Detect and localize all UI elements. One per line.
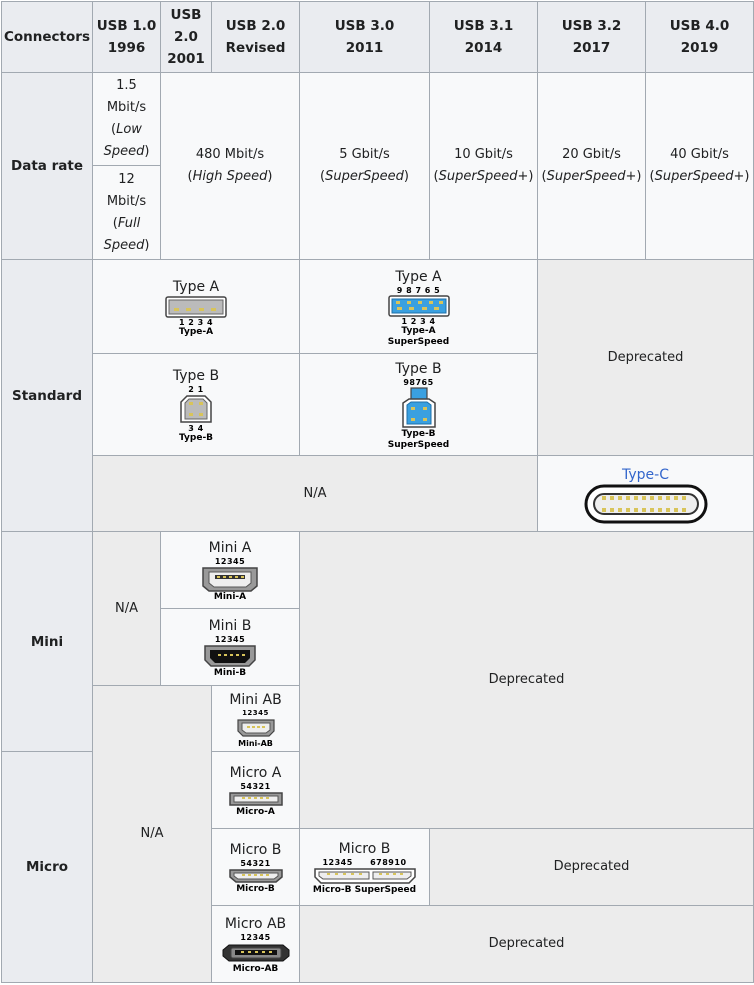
- micro-b-ss-caption: Micro-B SuperSpeed: [312, 885, 417, 895]
- mini-a-caption: Mini-A: [213, 592, 247, 602]
- row-data-rate: Data rate: [1, 72, 93, 260]
- usb-type-a-icon: [165, 295, 227, 318]
- mini-ab-label: Mini AB: [229, 691, 282, 708]
- usb-type-b-icon: [180, 395, 212, 423]
- mini-ab-caption: Mini-AB: [238, 738, 273, 748]
- type-a-caption: Type-A: [178, 326, 214, 337]
- micro-a-caption: Micro-A: [236, 807, 275, 817]
- mini-ab-pins: 12345: [242, 708, 269, 717]
- mini-a-pins: 12345: [214, 557, 246, 566]
- usb-type-b-superspeed-icon: [401, 387, 436, 428]
- type-b-caption: Type-B: [178, 433, 214, 443]
- rate-high-speed: 480 Mbit/s (High Speed): [160, 72, 300, 260]
- rate-usb40: 40 Gbit/s (SuperSpeed+): [645, 72, 754, 260]
- micro-b-ss-label: Micro B: [338, 841, 391, 857]
- header-usb40: USB 4.0 2019: [645, 1, 754, 73]
- cell-mini-deprecated: Deprecated: [299, 531, 754, 829]
- micro-b-ss-pins: 12345 678910: [322, 858, 407, 867]
- rate-usb32: 20 Gbit/s (SuperSpeed+): [537, 72, 646, 260]
- micro-b-icon: [228, 869, 283, 883]
- cell-type-b-superspeed: Type B 98765 Type-B SuperSpeed: [299, 353, 538, 456]
- type-b-label: Type B: [172, 368, 220, 384]
- micro-a-label: Micro A: [229, 765, 282, 781]
- micro-ab-label: Micro AB: [224, 916, 287, 932]
- mini-a-label: Mini A: [208, 540, 252, 556]
- type-a-pins: 1 2 3 4: [178, 317, 214, 327]
- cell-type-b: Type B 2 1 3 4 Type-B: [92, 353, 300, 456]
- micro-b-superspeed-icon: [313, 868, 416, 884]
- rate-usb31: 10 Gbit/s (SuperSpeed+): [429, 72, 538, 260]
- micro-b-label: Micro B: [229, 842, 282, 858]
- type-b-ss-caption-1: Type-B: [401, 429, 436, 439]
- micro-a-icon: [228, 792, 283, 806]
- cell-micro-na: N/A: [92, 685, 212, 983]
- mini-b-pins: 12345: [214, 635, 246, 644]
- mini-ab-icon: [236, 718, 275, 737]
- micro-ab-caption: Micro-AB: [232, 964, 279, 974]
- rate-usb30: 5 Gbit/s (SuperSpeed): [299, 72, 430, 260]
- cell-micro-ab: Micro AB 12345 Micro-AB: [211, 905, 300, 983]
- micro-ab-icon: [222, 944, 289, 962]
- type-a-ss-label: Type A: [395, 268, 442, 285]
- cell-micro-b-deprecated: Deprecated: [429, 828, 754, 906]
- cell-type-a: Type A 1 2 3 4 Type-A: [92, 259, 300, 354]
- cell-mini-na: N/A: [92, 531, 161, 686]
- type-a-ss-pins-bottom: 1 2 3 4: [401, 316, 436, 326]
- type-a-ss-caption-1: Type-A: [401, 325, 436, 336]
- row-standard: Standard: [1, 259, 93, 532]
- cell-micro-b-superspeed: Micro B 12345 678910 Micro-B SuperSpeed: [299, 828, 430, 906]
- header-usb32: USB 3.2 2017: [537, 1, 646, 73]
- micro-ab-pins: 12345: [240, 933, 271, 942]
- mini-b-label: Mini B: [208, 618, 252, 634]
- type-a-ss-pins-top: 9 8 7 6 5: [396, 285, 441, 295]
- type-b-pins-top: 2 1: [188, 385, 204, 394]
- header-usb10: USB 1.0 1996: [92, 1, 161, 73]
- rate-full-speed: 12 Mbit/s (Full Speed): [92, 165, 161, 260]
- type-a-ss-caption-2: SuperSpeed: [387, 336, 450, 347]
- micro-b-caption: Micro-B: [236, 884, 275, 894]
- type-b-pins-bottom: 3 4: [188, 424, 204, 433]
- micro-b-pins: 54321: [240, 859, 271, 868]
- header-usb20-revised: USB 2.0 Revised: [211, 1, 300, 73]
- mini-b-caption: Mini-B: [213, 668, 247, 678]
- usb-type-c-icon: [584, 484, 707, 523]
- low-speed-link[interactable]: Low: [116, 122, 142, 137]
- rate-low-speed: 1.5 Mbit/s (Low Speed): [92, 72, 161, 166]
- row-micro: Micro: [1, 751, 93, 983]
- cell-micro-ab-deprecated: Deprecated: [299, 905, 754, 983]
- cell-standard-deprecated: Deprecated: [537, 259, 754, 456]
- cell-standard-na: N/A: [92, 455, 538, 532]
- header-usb30: USB 3.0 2011: [299, 1, 430, 73]
- header-usb20: USB 2.0 2001: [160, 1, 212, 73]
- cell-mini-b: Mini B 12345 Mini-B: [160, 608, 300, 686]
- micro-a-pins: 54321: [240, 782, 271, 791]
- cell-micro-a: Micro A 54321 Micro-A: [211, 751, 300, 829]
- cell-type-a-superspeed: Type A 9 8 7 6 5 1 2 3 4 Type-A SuperSpe…: [299, 259, 538, 354]
- cell-micro-b: Micro B 54321 Micro-B: [211, 828, 300, 906]
- type-a-label: Type A: [172, 278, 220, 295]
- cell-mini-ab: Mini AB 12345 Mini-AB: [211, 685, 300, 752]
- type-b-ss-pins-top: 98765: [403, 378, 434, 387]
- usb-type-a-superspeed-icon: [387, 294, 450, 317]
- type-b-ss-label: Type B: [395, 361, 442, 377]
- type-c-link[interactable]: Type-C: [622, 466, 669, 483]
- header-usb31: USB 3.1 2014: [429, 1, 538, 73]
- row-mini: Mini: [1, 531, 93, 752]
- mini-b-icon: [204, 645, 256, 667]
- cell-type-c: Type-C: [537, 455, 754, 532]
- type-b-ss-caption-2: SuperSpeed: [387, 440, 450, 450]
- header-connectors: Connectors: [1, 1, 93, 73]
- mini-a-icon: [202, 567, 258, 592]
- cell-mini-a: Mini A 12345 Mini-A: [160, 531, 300, 609]
